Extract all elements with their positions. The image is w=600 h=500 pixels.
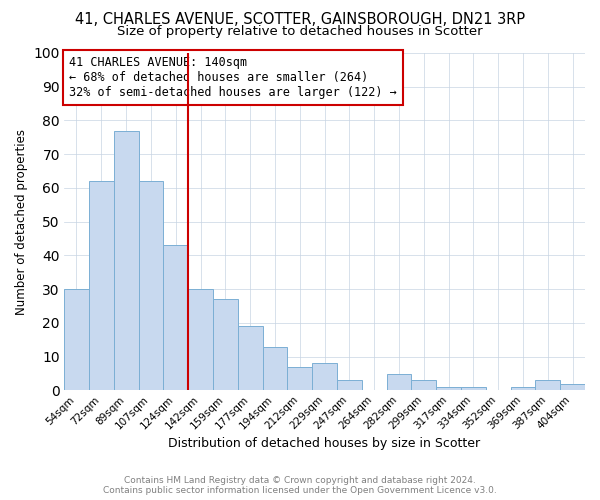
- X-axis label: Distribution of detached houses by size in Scotter: Distribution of detached houses by size …: [169, 437, 481, 450]
- Bar: [163, 246, 188, 390]
- Bar: [560, 384, 585, 390]
- Bar: [386, 374, 412, 390]
- Bar: [436, 387, 461, 390]
- Bar: [312, 364, 337, 390]
- Bar: [213, 300, 238, 390]
- Bar: [64, 289, 89, 390]
- Bar: [287, 367, 312, 390]
- Bar: [337, 380, 362, 390]
- Bar: [238, 326, 263, 390]
- Bar: [263, 346, 287, 391]
- Bar: [89, 181, 114, 390]
- Text: 41 CHARLES AVENUE: 140sqm
← 68% of detached houses are smaller (264)
32% of semi: 41 CHARLES AVENUE: 140sqm ← 68% of detac…: [70, 56, 397, 100]
- Text: 41, CHARLES AVENUE, SCOTTER, GAINSBOROUGH, DN21 3RP: 41, CHARLES AVENUE, SCOTTER, GAINSBOROUG…: [75, 12, 525, 28]
- Y-axis label: Number of detached properties: Number of detached properties: [15, 128, 28, 314]
- Bar: [511, 387, 535, 390]
- Text: Size of property relative to detached houses in Scotter: Size of property relative to detached ho…: [117, 25, 483, 38]
- Bar: [114, 130, 139, 390]
- Bar: [139, 181, 163, 390]
- Bar: [412, 380, 436, 390]
- Bar: [188, 289, 213, 390]
- Bar: [535, 380, 560, 390]
- Text: Contains HM Land Registry data © Crown copyright and database right 2024.
Contai: Contains HM Land Registry data © Crown c…: [103, 476, 497, 495]
- Bar: [461, 387, 486, 390]
